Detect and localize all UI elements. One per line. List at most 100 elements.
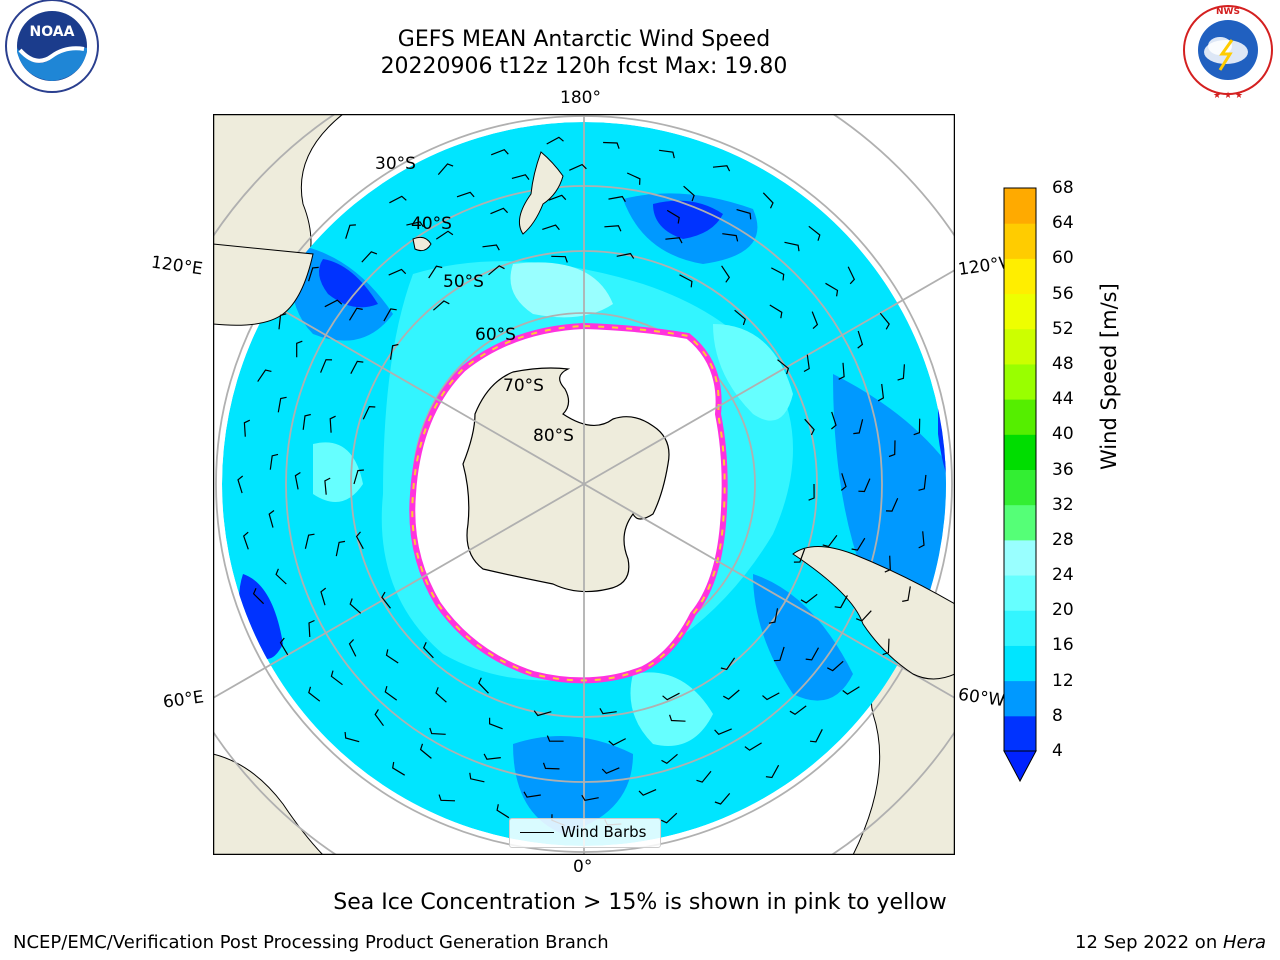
wind-barb <box>324 299 343 308</box>
colorbar-segment <box>1004 539 1036 576</box>
wind-barb <box>435 230 454 240</box>
wind-barb <box>913 418 921 436</box>
sea-ice-note: Sea Ice Concentration > 15% is shown in … <box>333 890 947 915</box>
colorbar-label: Wind Speed [m/s] <box>1097 283 1121 470</box>
colorbar-tick: 68 <box>1052 178 1074 198</box>
wind-barb <box>482 244 500 251</box>
wind-barb <box>769 304 783 319</box>
wind-barb <box>822 534 838 548</box>
wind-barb <box>523 791 541 798</box>
wind-barb <box>483 753 501 760</box>
wind-barb <box>638 789 657 796</box>
wind-barb <box>542 224 560 231</box>
wind-barb <box>660 812 678 824</box>
wind-barb <box>811 311 819 330</box>
wind-barb <box>385 649 399 664</box>
new-zealand <box>518 151 564 235</box>
wind-barb <box>308 619 315 638</box>
wind-barb <box>490 148 509 156</box>
wind-barb <box>345 224 356 239</box>
colorbar-tick: 24 <box>1052 565 1074 586</box>
wind-barb <box>662 692 680 701</box>
colorbar-segment <box>1004 434 1036 470</box>
wind-barb <box>696 770 712 783</box>
wind-barb <box>348 307 363 321</box>
wind-barb <box>388 268 407 276</box>
svg-text:★ ★ ★: ★ ★ ★ <box>1213 91 1243 101</box>
wind-barb <box>277 396 287 413</box>
wind-barb <box>661 753 678 765</box>
lon-label-120e: 120°E <box>149 252 204 280</box>
wind-barb <box>546 136 564 145</box>
chart-subtitle: 20220906 t12z 120h fcst Max: 19.80 <box>380 54 788 79</box>
wind-barb <box>825 282 839 297</box>
colorbar-segment <box>1004 469 1036 506</box>
wind-barb <box>237 475 244 494</box>
legend-label: Wind Barbs <box>561 823 647 841</box>
wind-barb <box>762 192 774 209</box>
lon-label-60w: 60°W <box>956 684 1007 712</box>
wind-barb <box>768 608 779 624</box>
lat-label-40: 40°S <box>411 214 452 234</box>
colorbar-tick: 48 <box>1052 353 1074 374</box>
wind-barb <box>712 165 731 172</box>
colorbar-segment <box>1004 575 1036 611</box>
wind-barb <box>533 710 552 717</box>
colorbar-segment <box>1004 293 1036 330</box>
wind-barb <box>349 598 362 614</box>
wind-barb <box>496 804 510 819</box>
colorbar-tick: 32 <box>1052 494 1074 515</box>
wind-barb <box>308 686 321 702</box>
wind-barb <box>569 163 587 171</box>
wind-barb <box>882 638 890 656</box>
wind-barb <box>918 531 925 549</box>
wind-barb <box>808 483 815 501</box>
wind-barb <box>599 708 617 715</box>
wind-barb <box>722 233 739 242</box>
wind-barb <box>736 209 752 220</box>
wind-barb <box>762 692 780 701</box>
wind-barb <box>355 531 364 550</box>
wind-barb <box>548 194 567 201</box>
wind-barb <box>252 588 265 605</box>
wind-barb <box>551 255 568 263</box>
footer-date-text: 12 Sep 2022 on <box>1075 932 1223 953</box>
footer-credit: NCEP/EMC/Verification Post Processing Pr… <box>13 932 609 953</box>
wind-barb <box>329 415 336 433</box>
legend-line-sample <box>520 832 554 833</box>
wind-barb <box>885 498 899 512</box>
colorbar-tick: 44 <box>1052 389 1074 410</box>
longitude-lines <box>213 114 955 855</box>
wind-barb <box>335 540 346 557</box>
wind-barb <box>419 743 432 759</box>
wind-barb <box>608 738 626 746</box>
wind-barb <box>348 639 357 657</box>
colorbar-tick: 40 <box>1052 424 1074 445</box>
nws-logo: NWS ★ ★ ★ <box>1183 5 1273 101</box>
colorbar-segment <box>1004 328 1036 365</box>
wind-barb <box>784 241 800 252</box>
wind-barb <box>456 191 475 198</box>
colorbar-tick: 60 <box>1052 248 1074 269</box>
wind-barb <box>279 637 289 656</box>
antarctica-land <box>462 367 670 593</box>
colorbar-segment <box>1004 504 1036 541</box>
wind-barb <box>353 469 364 485</box>
wind-barb <box>831 411 837 430</box>
map-legend: Wind Barbs <box>509 818 661 848</box>
wind-barb <box>765 764 780 779</box>
wind-barb <box>242 531 249 550</box>
wind-barb <box>744 742 762 751</box>
wind-barb <box>581 794 599 801</box>
chart-title: GEFS MEAN Antarctic Wind Speed <box>397 27 771 52</box>
polar-map: 30°S 40°S 50°S 60°S 70°S 80°S <box>213 114 955 855</box>
lat-label-60: 60°S <box>475 325 516 345</box>
colorbar-segment <box>1004 258 1036 295</box>
wind-barb <box>608 195 626 203</box>
wind-barb <box>268 510 275 528</box>
wind-barb <box>542 762 560 770</box>
wind-barb <box>422 642 434 659</box>
wind-barb <box>773 646 785 662</box>
wind-barb <box>721 265 731 283</box>
colorbar-segment <box>1004 645 1036 682</box>
